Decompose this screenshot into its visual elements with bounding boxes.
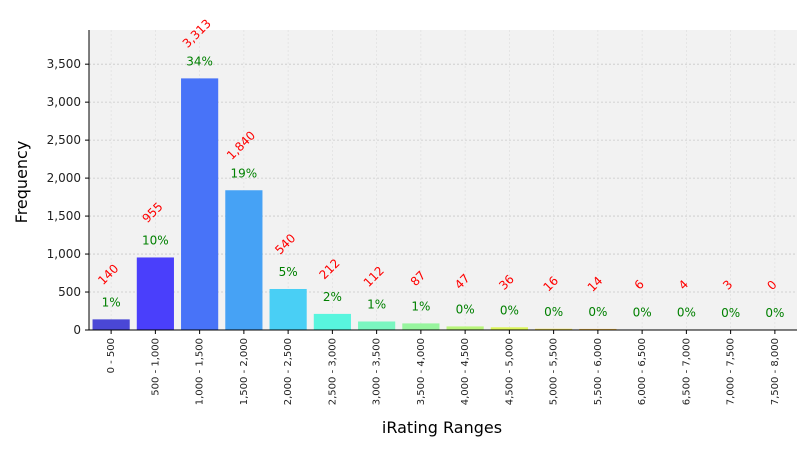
- bar: [313, 313, 351, 330]
- x-tick-label: 0 - 500: [106, 338, 117, 373]
- x-tick-label: 6,500 - 7,000: [681, 338, 692, 405]
- bar: [181, 78, 219, 330]
- y-tick-label: 1,000: [47, 247, 81, 261]
- y-tick-label: 2,000: [47, 171, 81, 185]
- y-tick-label: 3,000: [47, 95, 81, 109]
- x-tick-label: 1,500 - 2,000: [239, 338, 250, 405]
- bar: [446, 326, 484, 330]
- percent-label: 1%: [411, 299, 430, 313]
- percent-label: 0%: [633, 306, 652, 320]
- bar: [358, 321, 396, 330]
- bar: [269, 288, 307, 330]
- x-tick-label: 5,000 - 5,500: [549, 338, 560, 405]
- bar: [136, 257, 174, 330]
- y-tick-label: 1,500: [47, 209, 81, 223]
- x-axis-title: iRating Ranges: [382, 418, 502, 437]
- bar: [490, 327, 528, 330]
- percent-label: 19%: [231, 166, 258, 180]
- x-tick-label: 7,000 - 7,500: [726, 338, 737, 405]
- bar: [402, 323, 440, 330]
- bar: [92, 319, 130, 330]
- x-tick-label: 5,500 - 6,000: [593, 338, 604, 405]
- percent-label: 0%: [677, 306, 696, 320]
- percent-label: 0%: [721, 306, 740, 320]
- percent-label: 34%: [186, 54, 213, 68]
- percent-label: 5%: [279, 265, 298, 279]
- percent-label: 0%: [765, 306, 784, 320]
- percent-label: 0%: [456, 302, 475, 316]
- x-tick-label: 6,000 - 6,500: [637, 338, 648, 405]
- x-tick-label: 4,500 - 5,000: [504, 338, 515, 405]
- x-tick-label: 2,500 - 3,000: [327, 338, 338, 405]
- percent-label: 10%: [142, 233, 169, 247]
- x-tick-label: 2,000 - 2,500: [283, 338, 294, 405]
- percent-label: 1%: [102, 295, 121, 309]
- bars: [92, 78, 750, 330]
- x-tick-label: 7,500 - 8,000: [770, 338, 781, 405]
- percent-label: 0%: [500, 303, 519, 317]
- percent-label: 1%: [367, 297, 386, 311]
- x-tick-label: 4,000 - 4,500: [460, 338, 471, 405]
- x-tick-label: 3,000 - 3,500: [372, 338, 383, 405]
- percent-label: 0%: [544, 305, 563, 319]
- axes: 0 500 1,000 1,500 2,000 2,500 3,000 3,500 0 - 50…: [47, 30, 797, 405]
- y-tick-label: 2,500: [47, 133, 81, 147]
- y-axis-title: Frequency: [12, 141, 31, 224]
- y-tick-label: 3,500: [47, 57, 81, 71]
- bar: [579, 328, 617, 330]
- percent-label: 0%: [588, 305, 607, 319]
- y-tick-label: 0: [73, 323, 81, 337]
- x-tick-label: 500 - 1,000: [150, 338, 161, 396]
- y-tick-label: 500: [58, 285, 81, 299]
- x-tick-label: 1,000 - 1,500: [195, 338, 206, 405]
- bar: [225, 190, 263, 330]
- percent-label: 2%: [323, 290, 342, 304]
- x-tick-label: 3,500 - 4,000: [416, 338, 427, 405]
- bar: [535, 328, 573, 330]
